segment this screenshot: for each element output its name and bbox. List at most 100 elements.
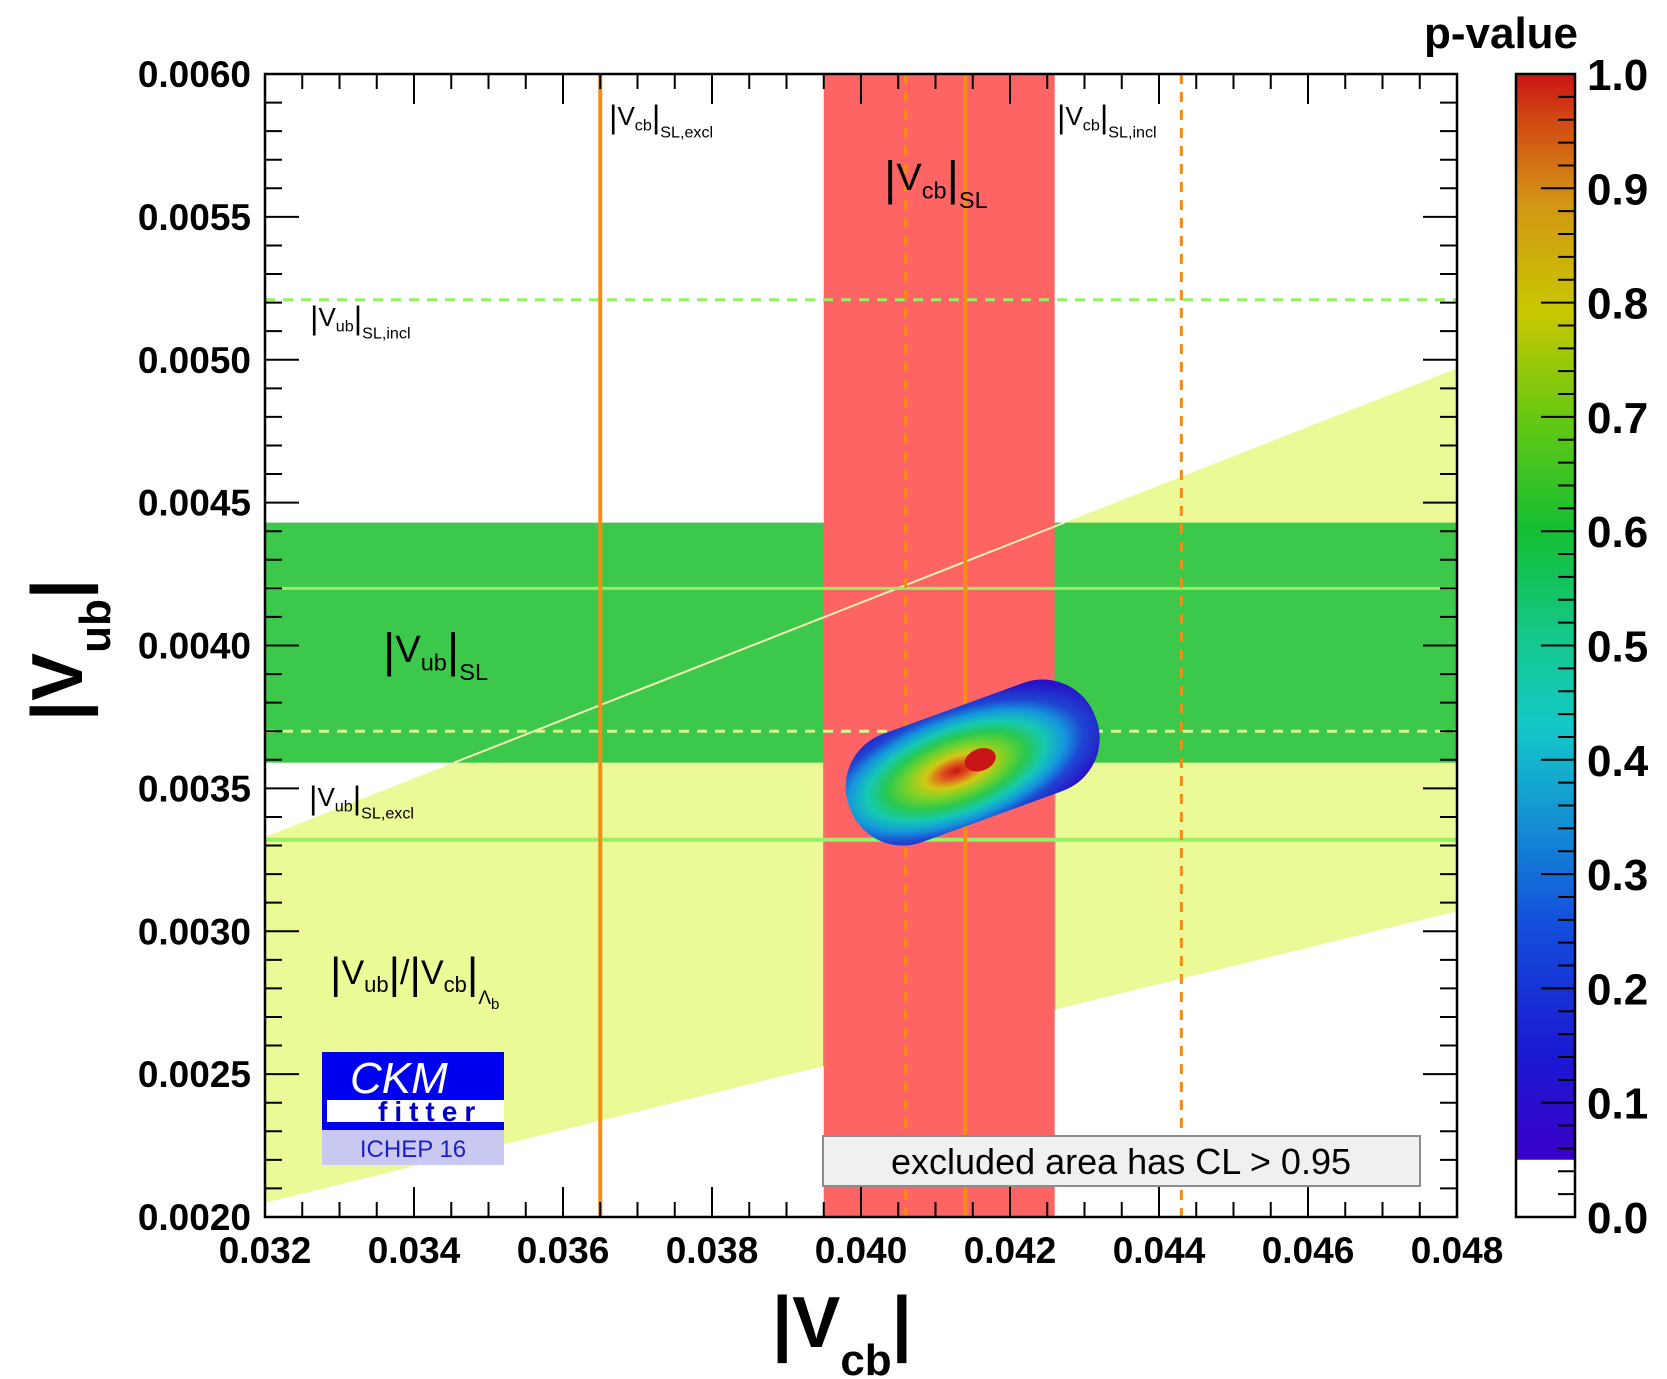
colorbar-title: p-value (1424, 9, 1578, 58)
y-tick-label: 0.0050 (138, 340, 251, 381)
excluded-note-box (822, 1135, 1421, 1187)
x-tick-label: 0.036 (517, 1230, 610, 1271)
y-tick-label: 0.0055 (138, 197, 251, 238)
best-fit-point (964, 748, 996, 772)
label-vcb-sl: |Vcb|SL (884, 153, 988, 214)
label-ratio-b: V (421, 954, 444, 992)
colorbar-tick-label: 0.1 (1587, 1080, 1648, 1129)
label-vcb-sl-bar-right: | (947, 153, 959, 206)
label-ratio: |Vub|/|Vcb|Λb (330, 949, 499, 1013)
x-axis-title-end: | (892, 1283, 912, 1363)
colorbar-tick-label: 0.6 (1587, 508, 1648, 557)
y-tick-label: 0.0060 (138, 54, 251, 95)
y-axis-title-end: | (18, 579, 98, 599)
label-vub-incl-text: |Vub|SL,incl (310, 300, 411, 342)
label-vub-incl-sub: ub (336, 318, 354, 336)
colorbar-tick-label: 0.4 (1587, 737, 1649, 786)
label-ratio-a-sub: ub (364, 972, 388, 997)
label-vcb-excl-main: V (617, 101, 635, 131)
label-vcb-incl-text: |Vcb|SL,incl (1057, 99, 1157, 141)
label-vcb-sl-sub: cb (922, 177, 947, 203)
logo-top-text: CKM (350, 1054, 448, 1103)
label-vcb-incl: |Vcb|SL,incl (1057, 99, 1157, 141)
y-tick-label: 0.0035 (138, 768, 251, 809)
label-ratio-bar1: | (330, 949, 341, 998)
label-vub-excl-bar-left: | (309, 780, 317, 816)
x-tick-label: 0.048 (1411, 1230, 1504, 1271)
label-vcb-incl-bar-left: | (1057, 99, 1065, 135)
colorbar-tick-label: 0.5 (1587, 623, 1648, 672)
label-vcb-excl-bar-left: | (609, 99, 617, 135)
label-vcb-incl-sub: cb (1083, 117, 1100, 135)
label-vcb-sl-text: |Vcb|SL (884, 153, 988, 214)
x-tick-label: 0.044 (1113, 1230, 1206, 1271)
label-vcb-incl-bar-right: | (1100, 99, 1108, 135)
label-vcb-excl-sub: cb (635, 117, 652, 135)
x-tick-label: 0.046 (1262, 1230, 1355, 1271)
label-vcb-excl-suffix: SL,excl (660, 123, 713, 141)
y-tick-label: 0.0030 (138, 911, 251, 952)
logo-event-text: ICHEP 16 (360, 1136, 466, 1163)
label-vub-sl: |Vub|SL (383, 625, 488, 686)
x-tick-label: 0.042 (964, 1230, 1057, 1271)
label-vub-sl-text: |Vub|SL (383, 625, 488, 686)
label-vub-excl-main: V (317, 782, 335, 812)
colorbar-tick-label: 1.0 (1587, 51, 1648, 100)
colorbar-tick-label: 0.2 (1587, 965, 1648, 1014)
label-vub-sl-bar-left: | (383, 625, 395, 678)
label-vub-incl-suffix: SL,incl (362, 324, 410, 342)
y-tick-label: 0.0025 (138, 1054, 251, 1095)
label-vub-sl-bar-right: | (447, 625, 459, 678)
colorbar-tick-label: 0.3 (1587, 851, 1648, 900)
label-vcb-sl-suffix: SL (959, 187, 988, 213)
label-vcb-sl-main: V (896, 157, 922, 199)
label-ratio-bar3: | (410, 949, 421, 998)
label-vcb-excl: |Vcb|SL,excl (609, 99, 713, 141)
label-ratio-slash: / (400, 954, 410, 992)
label-vcb-excl-text: |Vcb|SL,excl (609, 99, 713, 141)
x-tick-label: 0.038 (666, 1230, 759, 1271)
excluded-note-text: excluded area has CL > 0.95 (891, 1141, 1351, 1182)
y-axis-title-main: |V (18, 653, 98, 721)
y-axis-title: |Vub| (18, 579, 120, 721)
colorbar-tick-label: 0.7 (1587, 394, 1648, 443)
label-ratio-a: V (341, 954, 364, 992)
label-vub-excl-text: |Vub|SL,excl (309, 780, 414, 822)
x-tick-label: 0.032 (219, 1230, 312, 1271)
logo-white-strip (327, 1100, 504, 1122)
colorbar-tick-label: 0.0 (1587, 1194, 1648, 1243)
colorbar-white-region (1516, 1159, 1575, 1217)
colorbar-tick-label: 0.8 (1587, 280, 1648, 329)
y-tick-label: 0.0045 (138, 483, 251, 524)
fit-contour (845, 679, 1100, 846)
x-axis-title-main: |V (772, 1283, 840, 1363)
label-ratio-bar2: | (389, 949, 400, 998)
y-axis-title-sub: ub (71, 599, 120, 653)
label-vub-incl: |Vub|SL,incl (310, 300, 411, 342)
x-axis-title-sub: cb (840, 1336, 891, 1379)
y-tick-label: 0.0020 (138, 1197, 251, 1238)
label-vub-sl-suffix: SL (459, 659, 488, 685)
x-axis-title: |Vcb| (772, 1283, 912, 1379)
label-vcb-sl-bar-left: | (884, 153, 896, 206)
label-vub-excl-suffix: SL,excl (361, 804, 414, 822)
label-ratio-suffix-sub: b (491, 996, 499, 1013)
label-vub-excl-sub: ub (335, 798, 353, 816)
label-vub-incl-bar-left: | (310, 300, 318, 336)
ratio-band-edge (453, 521, 1065, 764)
label-ratio-b-sub: cb (444, 972, 467, 997)
label-ratio-suffix: Λ (478, 988, 491, 1009)
label-vub-sl-sub: ub (421, 649, 447, 675)
label-ratio-bar4: | (467, 949, 478, 998)
colorbar-gradient (1516, 74, 1575, 1160)
y-tick-label: 0.0040 (138, 626, 251, 667)
label-vcb-excl-bar-right: | (652, 99, 660, 135)
x-tick-label: 0.040 (815, 1230, 908, 1271)
label-vub-incl-bar-right: | (354, 300, 362, 336)
label-vub-excl: |Vub|SL,excl (309, 780, 414, 822)
label-vcb-incl-main: V (1065, 101, 1083, 131)
label-vub-sl-main: V (395, 629, 421, 671)
x-tick-label: 0.034 (368, 1230, 461, 1271)
